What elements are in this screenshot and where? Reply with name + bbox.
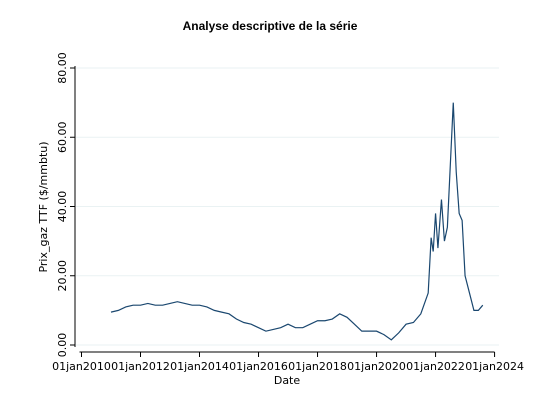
x-tick-label: 01jan2012	[111, 360, 170, 373]
x-tick-label: 01jan2010	[52, 360, 111, 373]
y-tick-label: 80.00	[56, 52, 69, 84]
x-tick-label: 01jan2014	[170, 360, 229, 373]
line-series	[110, 102, 484, 341]
y-tick-label: 60.00	[56, 122, 69, 154]
chart-title: Analyse descriptive de la série	[183, 19, 358, 33]
x-tick-label: 01jan2024	[465, 360, 524, 373]
x-axis-label: Date	[274, 374, 301, 387]
x-tick-label: 01jan2022	[406, 360, 465, 373]
y-tick-label: 0.00	[56, 333, 69, 358]
x-tick-label: 01jan2020	[347, 360, 406, 373]
y-tick-label: 20.00	[56, 260, 69, 292]
x-tick-label: 01jan2016	[229, 360, 288, 373]
y-axis-label: Prix_gaz TTF ($/mmbtu)	[37, 141, 50, 272]
y-tick-label: 40.00	[56, 191, 69, 223]
x-tick-label: 01jan2018	[288, 360, 347, 373]
